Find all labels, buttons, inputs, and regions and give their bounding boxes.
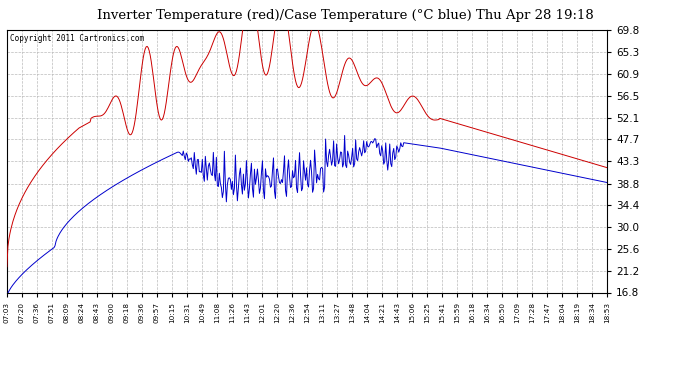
Text: Inverter Temperature (red)/Case Temperature (°C blue) Thu Apr 28 19:18: Inverter Temperature (red)/Case Temperat… — [97, 9, 593, 22]
Text: Copyright 2011 Cartronics.com: Copyright 2011 Cartronics.com — [10, 34, 144, 43]
